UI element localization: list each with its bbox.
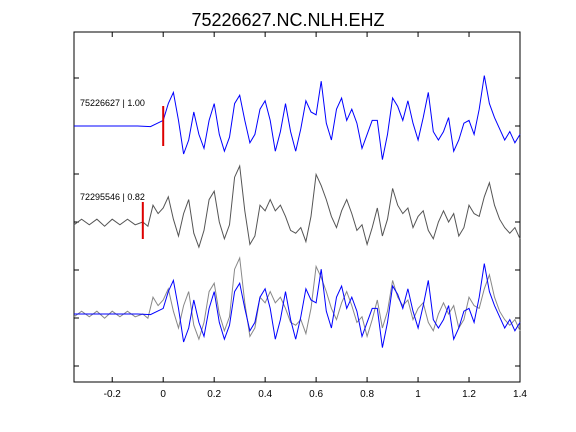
x-tick-label: 1.4 — [513, 389, 527, 400]
trace-2-line — [73, 164, 521, 249]
x-axis-ticks: -0.2 0 0.2 0.4 0.6 0.8 1 1.2 1.4 — [104, 32, 527, 400]
x-tick-label: 0.2 — [207, 389, 221, 400]
trace-labels: 75226627 | 1.00 72295546 | 0.82 — [80, 98, 145, 202]
x-tick-label: 0 — [160, 389, 166, 400]
x-tick-label: 0.8 — [360, 389, 374, 400]
overlay-trace-1-line — [74, 263, 521, 348]
overlay-trace-2-line — [73, 256, 521, 341]
trace-group — [73, 75, 521, 348]
y-axis-ticks — [74, 77, 520, 367]
x-tick-label: -0.2 — [104, 389, 122, 400]
x-tick-label: 0.6 — [309, 389, 323, 400]
plot-frame — [73, 31, 521, 383]
trace-2-label: 72295546 | 0.82 — [80, 192, 145, 202]
trace-1-line — [74, 75, 521, 160]
x-tick-label: 0.4 — [258, 389, 272, 400]
trace-1-label: 75226627 | 1.00 — [80, 98, 145, 108]
x-tick-label: 1.2 — [462, 389, 476, 400]
x-tick-label: 1 — [415, 389, 421, 400]
chart-title: 75226627.NC.NLH.EHZ — [191, 10, 384, 30]
